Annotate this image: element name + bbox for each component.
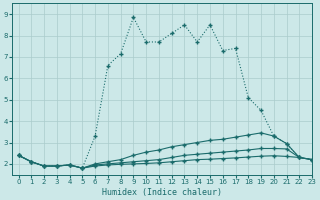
X-axis label: Humidex (Indice chaleur): Humidex (Indice chaleur) (102, 188, 222, 197)
